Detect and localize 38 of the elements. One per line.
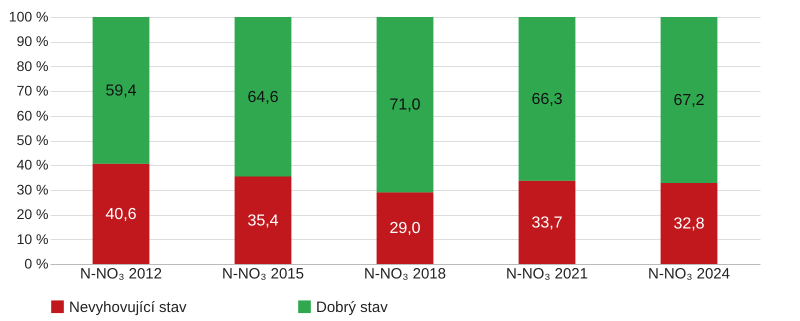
y-tick-label: 50 % <box>16 132 48 148</box>
data-label: 67,2 <box>673 92 705 109</box>
y-tick-label: 0 % <box>24 256 48 272</box>
data-label: 66,3 <box>531 90 563 108</box>
data-label: 40,6 <box>105 206 137 223</box>
y-tick-label: 100 % <box>8 8 48 24</box>
bar <box>92 17 150 164</box>
x-tick-label: N-NO₃ 2024 <box>648 266 730 282</box>
bar <box>660 17 718 183</box>
y-tick-label: 30 % <box>16 181 48 198</box>
y-tick-label: 70 % <box>16 82 48 99</box>
bar <box>660 182 718 264</box>
x-tick-label: N-NO₃ 2012 <box>80 266 162 282</box>
data-label: 64,6 <box>247 88 279 106</box>
y-tick-label: 10 % <box>16 230 48 247</box>
x-tick-label: N-NO₃ 2018 <box>364 266 446 282</box>
data-label: 71,0 <box>389 96 421 114</box>
x-tick-label: N-NO₃ 2021 <box>506 266 588 282</box>
legend-label: Nevyhovující stav <box>69 298 188 316</box>
y-tick-label: 20 % <box>16 206 48 222</box>
bar <box>518 180 576 264</box>
bar <box>234 17 292 177</box>
bar <box>376 17 434 192</box>
y-tick-label: 60 % <box>16 107 48 124</box>
legend-label: Dobrý stav <box>316 298 388 316</box>
data-label: 29,0 <box>389 220 421 238</box>
data-label: 35,4 <box>247 212 279 230</box>
bar <box>376 192 434 264</box>
y-tick-label: 80 % <box>16 58 48 74</box>
bar <box>234 176 292 264</box>
y-tick-label: 90 % <box>16 33 48 50</box>
bar <box>518 17 576 181</box>
bar <box>92 164 150 264</box>
data-label: 33,7 <box>531 214 563 232</box>
data-label: 32,8 <box>673 215 705 232</box>
data-label: 59,4 <box>105 82 137 100</box>
y-tick-label: 40 % <box>16 156 48 173</box>
x-tick-label: N-NO₃ 2015 <box>222 266 304 282</box>
